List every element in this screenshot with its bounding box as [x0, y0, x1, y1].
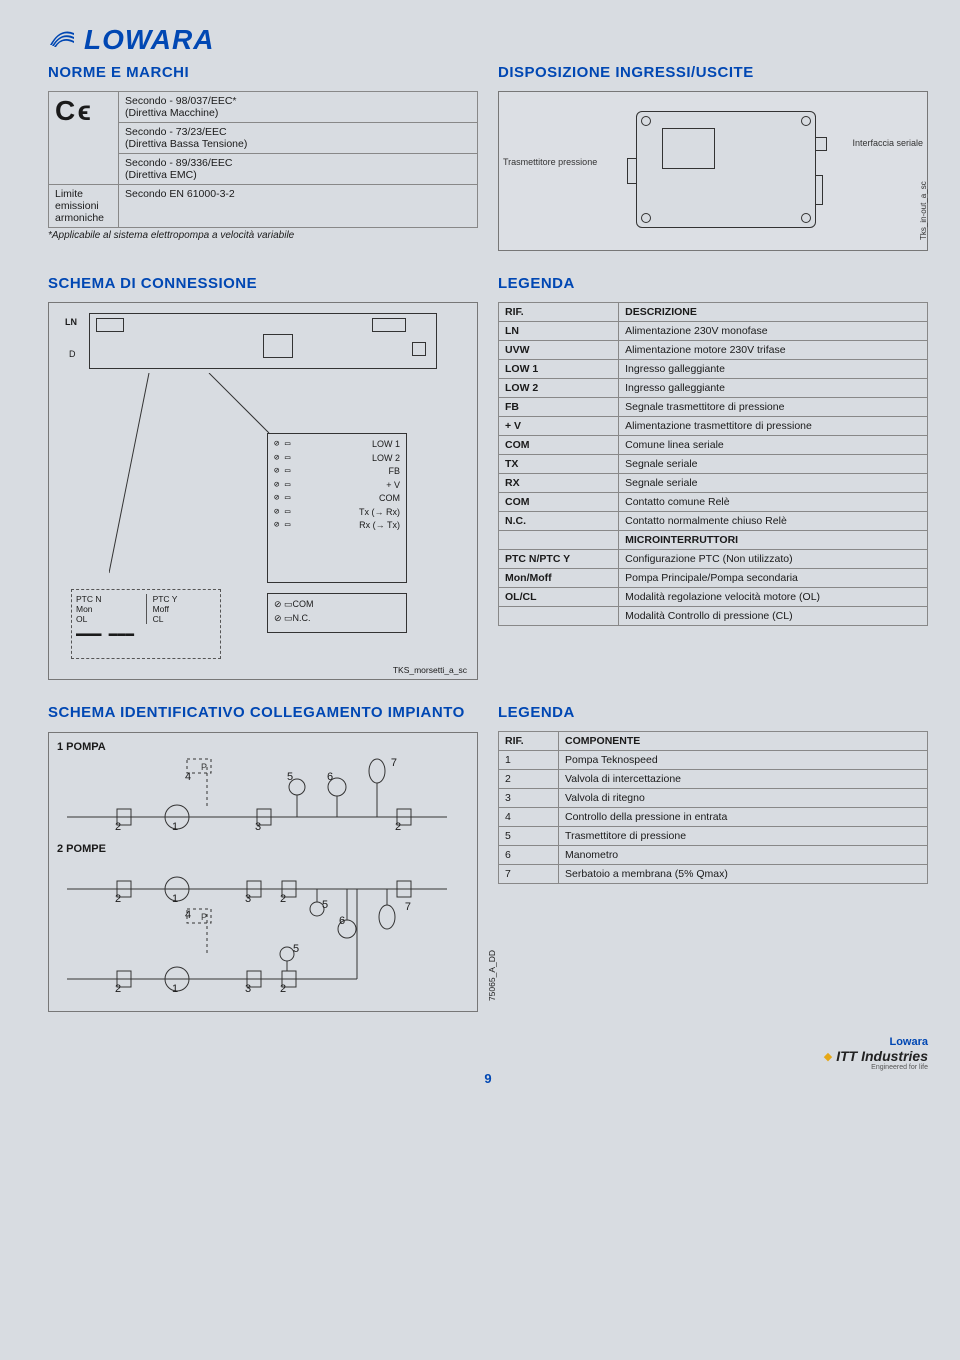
table-cell: 4: [499, 808, 559, 827]
table-cell: Alimentazione trasmettitore di pressione: [619, 417, 928, 436]
diamond-icon: ◆: [824, 1050, 832, 1063]
table-cell: Trasmettitore di pressione: [559, 827, 928, 846]
table-cell: Valvola di intercettazione: [559, 770, 928, 789]
legenda1-micro: MICROINTERRUTTORI: [619, 531, 928, 550]
legenda1-h2: DESCRIZIONE: [619, 303, 928, 322]
plant-code: 75065_A_DD: [487, 950, 497, 1001]
legenda1-table: RIF.DESCRIZIONE LNAlimentazione 230V mon…: [498, 302, 928, 626]
table-cell: Contatto normalmente chiuso Relè: [619, 512, 928, 531]
table-cell: Pompa Principale/Pompa secondaria: [619, 569, 928, 588]
table-cell: RX: [499, 474, 619, 493]
table-cell: 3: [499, 789, 559, 808]
table-cell: LN: [499, 322, 619, 341]
table-cell: TX: [499, 455, 619, 474]
table-cell: Alimentazione motore 230V trifase: [619, 341, 928, 360]
table-cell: LOW 2: [499, 379, 619, 398]
table-cell: Ingresso galleggiante: [619, 379, 928, 398]
norme-table: C ϵ Secondo - 98/037/EEC*(Direttiva Macc…: [48, 91, 478, 228]
section-schema-conn-title: SCHEMA DI CONNESSIONE: [48, 275, 478, 292]
table-cell: COM: [499, 493, 619, 512]
plant-diagram-box: 1 POMPA P 7 4 5 6: [48, 732, 478, 1012]
table-cell: Serbatoio a membrana (5% Qmax): [559, 865, 928, 884]
table-cell: UVW: [499, 341, 619, 360]
legenda2-h2: COMPONENTE: [559, 732, 928, 751]
table-cell: 2: [499, 770, 559, 789]
table-cell: Contatto comune Relè: [619, 493, 928, 512]
footer-itt: ITT Industries: [836, 1048, 928, 1064]
norme-r3: Secondo - 89/336/EEC(Direttiva EMC): [119, 154, 478, 185]
schema-diagram: LN UVW D ⊘ ▭LOW 1 ⊘ ▭LOW 2 ⊘ ▭FB ⊘ ▭+ V …: [48, 302, 478, 680]
device-label-left: Trasmettitore pressione: [503, 158, 597, 168]
table-cell: Pompa Teknospeed: [559, 751, 928, 770]
table-cell: Configurazione PTC (Non utilizzato): [619, 550, 928, 569]
section-norme-title: NORME E MARCHI: [48, 64, 478, 81]
plant-title-1: 1 POMPA: [57, 741, 469, 753]
table-cell: OL/CL: [499, 588, 619, 607]
svg-text:P: P: [201, 912, 207, 922]
svg-text:P: P: [201, 762, 207, 772]
table-cell: Segnale trasmettitore di pressione: [619, 398, 928, 417]
table-cell: 7: [499, 865, 559, 884]
table-cell: Manometro: [559, 846, 928, 865]
ce-mark: C ϵ: [49, 92, 119, 185]
legenda2-h1: RIF.: [499, 732, 559, 751]
table-cell: Alimentazione 230V monofase: [619, 322, 928, 341]
table-cell: Comune linea seriale: [619, 436, 928, 455]
table-cell: Ingresso galleggiante: [619, 360, 928, 379]
plant-diagram-1: P 7 4 5 6 2 1 3 2: [57, 757, 469, 837]
table-cell: Modalità Controllo di pressione (CL): [619, 607, 928, 626]
norme-r2: Secondo - 73/23/EEC(Direttiva Bassa Tens…: [119, 123, 478, 154]
table-cell: Modalità regolazione velocità motore (OL…: [619, 588, 928, 607]
table-cell: Valvola di ritegno: [559, 789, 928, 808]
schema-caption: TKS_morsetti_a_sc: [393, 665, 467, 675]
device-label-right: Interfaccia seriale: [852, 139, 923, 149]
legenda2-table: RIF.COMPONENTE 1Pompa Teknospeed2Valvola…: [498, 731, 928, 884]
table-cell: + V: [499, 417, 619, 436]
dip-switch-box: PTC N Mon OL PTC Y Moff CL ▬▬▬ ▬▬▬: [71, 589, 221, 659]
brand-name: LOWARA: [84, 24, 214, 56]
logo-mark-icon: [48, 24, 78, 56]
footer-brand: Lowara: [824, 1036, 928, 1048]
plant-diagram-2: P 2 1 3 2 5 4 6 7 5 2 1 3 2: [57, 859, 469, 1009]
section-legenda1-title: LEGENDA: [498, 275, 928, 292]
device-diagram: Trasmettitore pressione Interfaccia seri…: [498, 91, 928, 251]
norme-r4b: Secondo EN 61000-3-2: [119, 185, 478, 228]
table-cell: 6: [499, 846, 559, 865]
table-cell: 1: [499, 751, 559, 770]
brand-logo: LOWARA: [48, 24, 928, 56]
section-schema-ident-title: SCHEMA IDENTIFICATIVO COLLEGAMENTO IMPIA…: [48, 704, 478, 722]
norme-r1: Secondo - 98/037/EEC*(Direttiva Macchine…: [119, 92, 478, 123]
table-cell: FB: [499, 398, 619, 417]
footer-tag: Engineered for life: [824, 1064, 928, 1071]
schema-ln: LN: [65, 317, 77, 327]
table-cell: N.C.: [499, 512, 619, 531]
schema-d: D: [69, 349, 76, 359]
table-cell: Segnale seriale: [619, 474, 928, 493]
page-footer: Lowara ◆ ITT Industries Engineered for l…: [48, 1036, 928, 1071]
table-cell: PTC N/PTC Y: [499, 550, 619, 569]
norme-note: *Applicabile al sistema elettropompa a v…: [48, 230, 478, 241]
section-legenda2-title: LEGENDA: [498, 704, 928, 721]
terminal-block-2: ⊘ ▭COM ⊘ ▭N.C.: [267, 593, 407, 633]
table-cell: Mon/Moff: [499, 569, 619, 588]
table-cell: Controllo della pressione in entrata: [559, 808, 928, 827]
table-cell: LOW 1: [499, 360, 619, 379]
section-disposizione-title: DISPOSIZIONE INGRESSI/USCITE: [498, 64, 928, 81]
table-cell: COM: [499, 436, 619, 455]
legenda1-h1: RIF.: [499, 303, 619, 322]
page-number: 9: [48, 1071, 928, 1086]
plant-title-2: 2 POMPE: [57, 843, 469, 855]
table-cell: [499, 607, 619, 626]
table-cell: 5: [499, 827, 559, 846]
table-cell: Segnale seriale: [619, 455, 928, 474]
norme-r4a: Limite emissioni armoniche: [49, 185, 119, 228]
device-label-code: Tks_in-out_a_sc: [920, 102, 929, 240]
terminal-block-1: ⊘ ▭LOW 1 ⊘ ▭LOW 2 ⊘ ▭FB ⊘ ▭+ V ⊘ ▭COM ⊘ …: [267, 433, 407, 583]
